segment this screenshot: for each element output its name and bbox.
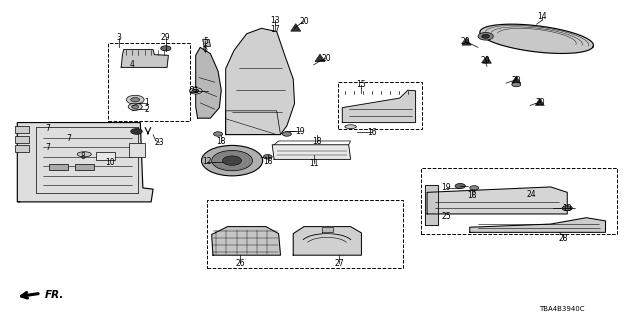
Polygon shape <box>425 185 438 225</box>
Text: 24: 24 <box>527 190 536 199</box>
Text: 13: 13 <box>271 16 280 25</box>
Text: 20: 20 <box>481 56 490 65</box>
Text: 7: 7 <box>45 143 50 152</box>
Bar <box>96 152 115 160</box>
Text: 27: 27 <box>334 259 344 268</box>
Bar <box>129 143 145 157</box>
Text: 6: 6 <box>203 45 208 54</box>
Text: 19: 19 <box>295 127 305 136</box>
Polygon shape <box>470 218 605 232</box>
Circle shape <box>470 186 479 190</box>
Polygon shape <box>427 187 567 214</box>
Circle shape <box>512 82 521 87</box>
Text: 23: 23 <box>155 138 164 147</box>
Circle shape <box>214 132 223 136</box>
Bar <box>49 164 68 170</box>
Text: 29: 29 <box>161 33 171 42</box>
Text: 8: 8 <box>81 152 85 161</box>
Circle shape <box>189 88 202 94</box>
Text: 18: 18 <box>263 157 273 166</box>
Circle shape <box>131 98 140 102</box>
Bar <box>15 145 29 152</box>
Circle shape <box>482 34 490 38</box>
Polygon shape <box>512 76 521 83</box>
Circle shape <box>202 145 262 176</box>
Polygon shape <box>462 38 471 45</box>
Text: 20: 20 <box>300 17 310 26</box>
Circle shape <box>212 150 252 171</box>
Text: FR.: FR. <box>45 290 64 300</box>
Bar <box>108 43 190 121</box>
Text: 10: 10 <box>105 158 115 167</box>
Bar <box>15 136 29 142</box>
Text: 12: 12 <box>202 157 211 166</box>
Polygon shape <box>315 54 325 62</box>
Polygon shape <box>483 56 492 63</box>
Text: 19: 19 <box>563 204 572 213</box>
Circle shape <box>193 89 199 92</box>
Bar <box>420 168 617 234</box>
Polygon shape <box>291 24 301 31</box>
Circle shape <box>132 105 139 108</box>
Text: 2: 2 <box>144 105 149 114</box>
Text: 19: 19 <box>442 183 451 192</box>
Circle shape <box>455 183 465 188</box>
Text: 14: 14 <box>537 12 547 21</box>
Text: 17: 17 <box>271 25 280 34</box>
Ellipse shape <box>345 125 356 129</box>
Polygon shape <box>121 50 168 68</box>
Bar <box>207 200 403 268</box>
Text: TBA4B3940C: TBA4B3940C <box>540 306 585 312</box>
Polygon shape <box>342 90 415 123</box>
Circle shape <box>126 95 144 104</box>
Polygon shape <box>536 98 544 105</box>
Ellipse shape <box>77 152 92 157</box>
Text: 4: 4 <box>129 60 134 69</box>
Text: 20: 20 <box>460 37 470 46</box>
Circle shape <box>282 132 291 136</box>
Text: 20: 20 <box>535 98 545 107</box>
Circle shape <box>478 32 493 40</box>
Circle shape <box>128 103 142 110</box>
Text: 18: 18 <box>312 137 321 146</box>
Text: 1: 1 <box>144 99 149 108</box>
Text: 11: 11 <box>309 159 318 168</box>
Polygon shape <box>17 123 153 202</box>
Circle shape <box>131 129 142 134</box>
Text: 20: 20 <box>321 54 331 63</box>
Polygon shape <box>322 227 333 232</box>
Text: 20: 20 <box>511 76 521 84</box>
Polygon shape <box>226 28 294 135</box>
Polygon shape <box>272 145 351 159</box>
Circle shape <box>263 155 272 159</box>
Text: 7: 7 <box>66 134 71 143</box>
Text: 25: 25 <box>442 212 451 221</box>
Text: 26: 26 <box>236 259 245 268</box>
Polygon shape <box>480 24 593 53</box>
Text: 15: 15 <box>356 80 366 89</box>
Polygon shape <box>196 47 221 118</box>
Text: 3: 3 <box>117 33 122 42</box>
Bar <box>75 164 94 170</box>
Circle shape <box>223 156 242 165</box>
Text: 5: 5 <box>203 36 208 45</box>
Text: 7: 7 <box>45 124 50 133</box>
Polygon shape <box>293 227 362 255</box>
Polygon shape <box>203 39 211 46</box>
Circle shape <box>161 46 171 51</box>
Bar <box>15 126 29 133</box>
Text: 18: 18 <box>467 191 476 200</box>
Text: 28: 28 <box>559 234 568 243</box>
Circle shape <box>562 206 572 211</box>
Text: 21: 21 <box>189 86 199 95</box>
Text: 16: 16 <box>367 128 377 137</box>
Text: 18: 18 <box>216 137 226 146</box>
Bar <box>338 82 422 129</box>
Polygon shape <box>212 227 280 255</box>
